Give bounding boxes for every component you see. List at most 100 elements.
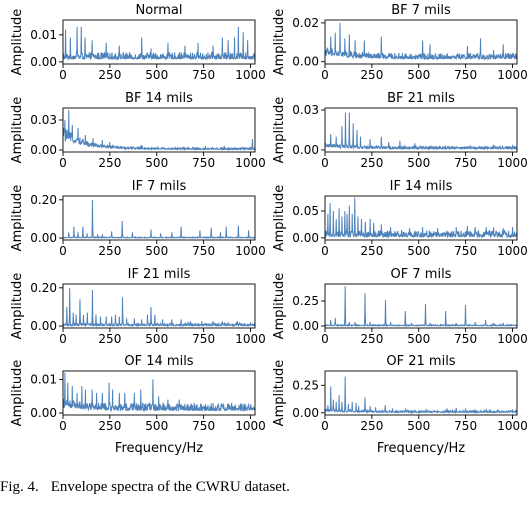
x-tick-label: 250 xyxy=(360,419,383,433)
y-axis-label: Amplitude xyxy=(10,97,25,164)
x-tick-label: 500 xyxy=(407,332,430,346)
y-tick-label: 0.00 xyxy=(30,319,57,333)
y-tick-label: 0.00 xyxy=(292,231,319,245)
x-tick-label: 1000 xyxy=(235,244,266,258)
x-tick-label: 250 xyxy=(360,68,383,82)
panel-title: Normal xyxy=(135,3,182,18)
spectrum-line xyxy=(324,112,518,151)
y-axis-label: Amplitude xyxy=(10,273,25,340)
panel-title: BF 7 mils xyxy=(391,3,451,18)
spectrum-line xyxy=(62,287,256,328)
x-axis-label: Frequency/Hz xyxy=(377,441,465,456)
envelope-spectra-figure: Normal 0 250 500 750 1000 0.00 0.01 Amplitude BF … xyxy=(10,3,528,456)
plot-frame xyxy=(62,195,256,241)
y-axis-label: Amplitude xyxy=(10,185,25,252)
y-tick-label: 0.02 xyxy=(292,16,319,30)
y-tick-label: 0.00 xyxy=(30,406,57,420)
x-tick-label: 250 xyxy=(360,156,383,170)
x-tick-label: 250 xyxy=(360,332,383,346)
x-tick-label: 750 xyxy=(192,244,215,258)
y-tick-label: 0.03 xyxy=(30,113,57,127)
x-tick-label: 500 xyxy=(145,419,168,433)
panel-8: OF 7 mils 0 250 500 750 1000 0.00 0.25 Amplitude xyxy=(272,267,528,346)
y-tick-label: 0.00 xyxy=(30,143,57,157)
x-tick-label: 500 xyxy=(407,156,430,170)
x-tick-label: 250 xyxy=(98,419,121,433)
panel-title: IF 7 mils xyxy=(132,179,187,194)
panel-10: OF 21 mils 0 250 500 750 1000 0.00 0.25 Amplitud… xyxy=(272,354,528,456)
plot-frame xyxy=(62,370,256,416)
panel-title: OF 7 mils xyxy=(391,267,452,282)
panel-1: Normal 0 250 500 750 1000 0.00 0.01 Amplitude xyxy=(10,3,266,82)
x-tick-label: 0 xyxy=(321,419,329,433)
x-tick-label: 0 xyxy=(321,156,329,170)
caption-text: Envelope spectra of the CWRU dataset. xyxy=(50,479,290,495)
x-tick-label: 0 xyxy=(59,419,67,433)
panel-title: BF 14 mils xyxy=(125,91,193,106)
y-axis-label: Amplitude xyxy=(272,9,287,76)
x-tick-label: 1000 xyxy=(497,156,528,170)
panel-2: BF 7 mils 0 250 500 750 1000 0.00 0.02 Amplitude xyxy=(272,3,528,82)
panel-title: IF 21 mils xyxy=(128,267,191,282)
x-tick-label: 500 xyxy=(145,68,168,82)
y-tick-label: 0.00 xyxy=(30,231,57,245)
plot-frame xyxy=(62,107,256,153)
x-tick-label: 750 xyxy=(454,156,477,170)
x-tick-label: 500 xyxy=(145,156,168,170)
panel-5: IF 7 mils 0 250 500 750 1000 0.00 0.20 Amplitude xyxy=(10,179,266,258)
panel-title: BF 21 mils xyxy=(387,91,455,106)
panel-9: OF 14 mils 0 250 500 750 1000 0.00 0.01 Amplitud… xyxy=(10,354,266,456)
x-tick-label: 500 xyxy=(407,419,430,433)
x-tick-label: 250 xyxy=(98,244,121,258)
x-tick-label: 250 xyxy=(98,332,121,346)
spectrum-line xyxy=(62,109,256,152)
panel-3: BF 14 mils 0 250 500 750 1000 0.00 0.03 Amplitud… xyxy=(10,91,266,170)
figure-caption: Fig. 4. Envelope spectra of the CWRU data… xyxy=(0,479,528,496)
x-tick-label: 0 xyxy=(59,156,67,170)
x-tick-label: 500 xyxy=(407,244,430,258)
x-tick-label: 500 xyxy=(145,332,168,346)
x-tick-label: 1000 xyxy=(497,419,528,433)
x-tick-label: 0 xyxy=(321,68,329,82)
x-tick-label: 500 xyxy=(145,244,168,258)
y-tick-label: 0.00 xyxy=(292,55,319,69)
spectrum-line xyxy=(324,376,518,415)
panel-title: OF 14 mils xyxy=(124,354,193,369)
y-tick-label: 0.00 xyxy=(30,55,57,69)
panel-6: IF 14 mils 0 250 500 750 1000 0.00 0.05 Amplitud… xyxy=(272,179,528,258)
x-tick-label: 0 xyxy=(59,332,67,346)
panel-4: BF 21 mils 0 250 500 750 1000 0.00 0.03 Amplitud… xyxy=(272,91,528,170)
x-tick-label: 1000 xyxy=(497,68,528,82)
x-axis-label: Frequency/Hz xyxy=(115,441,203,456)
x-tick-label: 250 xyxy=(98,156,121,170)
x-tick-label: 750 xyxy=(192,156,215,170)
y-axis-label: Amplitude xyxy=(10,9,25,76)
y-axis-label: Amplitude xyxy=(10,360,25,427)
x-tick-label: 750 xyxy=(192,68,215,82)
x-tick-label: 0 xyxy=(59,68,67,82)
plot-frame xyxy=(324,107,518,153)
x-tick-label: 250 xyxy=(360,244,383,258)
spectrum-line xyxy=(62,26,256,61)
plot-frame xyxy=(62,283,256,329)
x-tick-label: 0 xyxy=(321,244,329,258)
y-tick-label: 0.25 xyxy=(292,294,319,308)
spectrum-line xyxy=(62,199,256,240)
y-tick-label: 0.01 xyxy=(30,372,57,386)
y-tick-label: 0.00 xyxy=(292,319,319,333)
x-tick-label: 1000 xyxy=(497,244,528,258)
plot-frame xyxy=(62,19,256,65)
caption-label: Fig. 4. xyxy=(0,479,39,495)
x-tick-label: 750 xyxy=(454,419,477,433)
panel-7: IF 21 mils 0 250 500 750 1000 0.00 0.20 Amplitud… xyxy=(10,267,266,346)
plot-frame xyxy=(324,283,518,329)
x-tick-label: 1000 xyxy=(235,419,266,433)
y-axis-label: Amplitude xyxy=(272,360,287,427)
x-tick-label: 1000 xyxy=(235,68,266,82)
x-tick-label: 250 xyxy=(98,68,121,82)
y-axis-label: Amplitude xyxy=(272,97,287,164)
y-tick-label: 0.00 xyxy=(292,143,319,157)
y-axis-label: Amplitude xyxy=(272,273,287,340)
plot-frame xyxy=(324,195,518,241)
panel-title: IF 14 mils xyxy=(390,179,453,194)
